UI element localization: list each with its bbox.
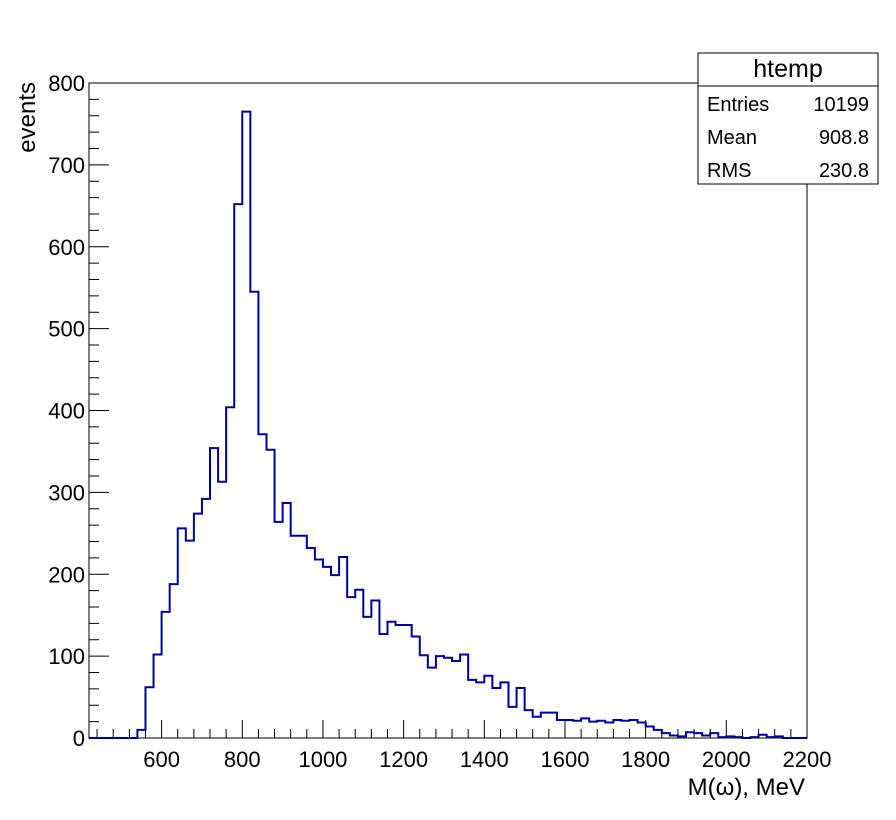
x-tick-label: 600	[143, 747, 180, 772]
x-tick-label: 1800	[621, 747, 670, 772]
y-tick-label: 300	[48, 480, 85, 505]
y-tick-label: 400	[48, 399, 85, 424]
y-tick-labels: 0 100 200 300 400 500 600 700 800	[48, 71, 85, 751]
y-tick-label: 200	[48, 562, 85, 587]
stats-mean-value: 908.8	[819, 127, 869, 149]
stats-box: htemp Entries 10199 Mean 908.8 RMS 230.8	[697, 52, 879, 185]
x-tick-labels: 600 800 1000 1200 1400 1600 1800 2000 2200	[143, 747, 831, 772]
y-tick-label: 0	[73, 726, 85, 751]
stats-entries-label: Entries	[707, 94, 769, 116]
x-tick-label: 1600	[541, 747, 590, 772]
x-tick-label: 1200	[379, 747, 428, 772]
x-tick-label: 2000	[702, 747, 751, 772]
stats-box-frame	[697, 52, 879, 185]
stats-entries-value: 10199	[813, 94, 869, 116]
stats-rms-value: 230.8	[819, 160, 869, 182]
y-tick-label: 600	[48, 235, 85, 260]
stats-rms-label: RMS	[707, 160, 751, 182]
x-tick-label: 800	[224, 747, 261, 772]
x-axis-title: M(ω), MeV	[688, 774, 805, 801]
y-axis-title: events	[14, 82, 41, 153]
histogram-series-line	[89, 110, 807, 739]
stats-title: htemp	[753, 55, 822, 83]
x-tick-label: 2200	[783, 747, 832, 772]
y-tick-label: 100	[48, 644, 85, 669]
x-tick-label: 1000	[298, 747, 347, 772]
y-tick-label: 800	[48, 71, 85, 96]
y-tick-label: 500	[48, 317, 85, 342]
x-tick-label: 1400	[460, 747, 509, 772]
y-tick-label: 700	[48, 153, 85, 178]
stats-mean-label: Mean	[707, 127, 757, 149]
